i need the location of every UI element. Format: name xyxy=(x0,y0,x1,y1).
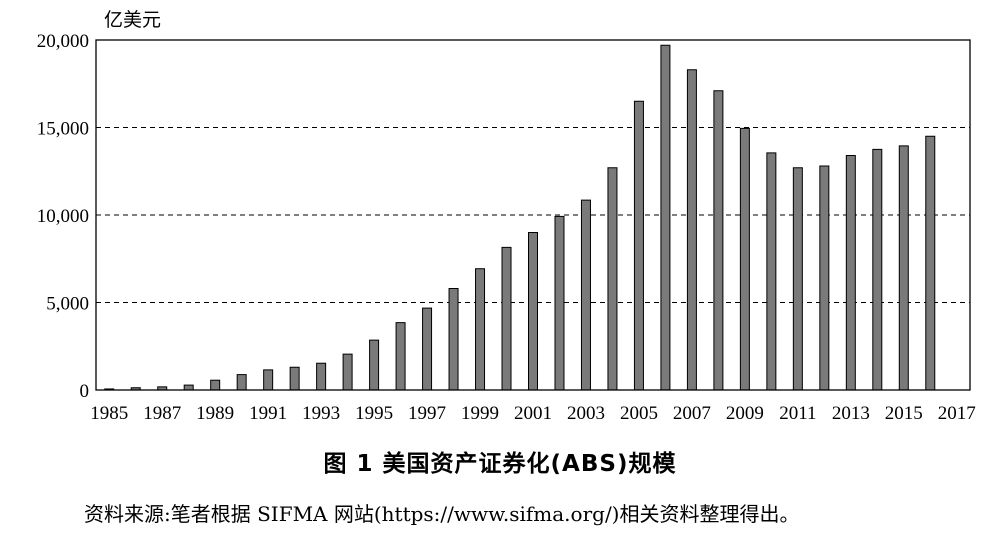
bar-2012 xyxy=(819,165,830,391)
bar-1994 xyxy=(342,353,353,391)
bar-1991 xyxy=(263,369,274,391)
figure-caption: 图 1 美国资产证券化(ABS)规模 xyxy=(323,451,677,477)
x-tick-label: 2001 xyxy=(514,403,552,424)
bar-2013 xyxy=(845,155,856,391)
bar-2006 xyxy=(660,44,671,391)
bar-1995 xyxy=(369,339,380,391)
bar-2009 xyxy=(739,127,750,391)
y-tick-label: 0 xyxy=(80,381,90,402)
x-tick-label: 1989 xyxy=(196,403,234,424)
x-tick-label: 2005 xyxy=(620,403,658,424)
bars xyxy=(104,44,936,391)
x-tick-label: 2015 xyxy=(885,403,923,424)
x-tick-label: 1985 xyxy=(90,403,128,424)
bar-1992 xyxy=(289,366,300,391)
x-tick-label: 1995 xyxy=(355,403,393,424)
x-tick-label: 2003 xyxy=(567,403,605,424)
bar-2007 xyxy=(686,69,697,391)
x-tick-labels: 1985 1987 1989 1991 1993 1995 1997 1999 2001 2003… xyxy=(90,403,976,424)
bar-1989 xyxy=(210,379,221,391)
bar-2002 xyxy=(554,215,565,391)
x-tick-label: 2007 xyxy=(673,403,711,424)
x-tick-label: 1997 xyxy=(408,403,446,424)
y-tick-label: 20,000 xyxy=(37,31,89,52)
bar-2004 xyxy=(607,167,618,391)
bar-2011 xyxy=(792,167,803,391)
x-tick-label: 2013 xyxy=(832,403,870,424)
bar-1993 xyxy=(316,362,327,391)
bar-2001 xyxy=(528,232,538,391)
bar-2010 xyxy=(766,152,777,391)
x-tick-label: 2017 xyxy=(938,403,976,424)
bar-2005 xyxy=(633,100,644,391)
bar-1988 xyxy=(183,384,194,391)
x-tick-label: 1993 xyxy=(302,403,340,424)
bar-2015 xyxy=(898,145,909,391)
bar-1990 xyxy=(236,374,247,391)
bar-1999 xyxy=(475,268,486,391)
x-tick-label: 1987 xyxy=(143,403,181,424)
y-tick-labels: 0 5,000 10,000 15,000 20,000 xyxy=(37,31,89,402)
y-axis-unit-label: 亿美元 xyxy=(104,9,161,31)
bar-2016 xyxy=(925,135,936,391)
bar-2008 xyxy=(713,90,724,391)
bar-2003 xyxy=(580,199,591,391)
x-tick-label: 1999 xyxy=(461,403,499,424)
bar-1996 xyxy=(395,322,406,391)
bar-2014 xyxy=(872,148,883,391)
y-tick-label: 15,000 xyxy=(37,119,89,140)
bar-2000 xyxy=(501,246,512,391)
plot-frame xyxy=(95,39,971,391)
source-note: 资料来源:笔者根据 SIFMA 网站(https://www.sifma.org… xyxy=(84,502,800,526)
x-tick-label: 2011 xyxy=(779,403,816,424)
y-tick-label: 10,000 xyxy=(37,206,89,227)
bar-1997 xyxy=(422,307,433,391)
bar-1998 xyxy=(448,288,459,391)
x-tick-label: 1991 xyxy=(249,403,287,424)
y-tick-label: 5,000 xyxy=(46,294,89,315)
x-tick-label: 2009 xyxy=(726,403,764,424)
